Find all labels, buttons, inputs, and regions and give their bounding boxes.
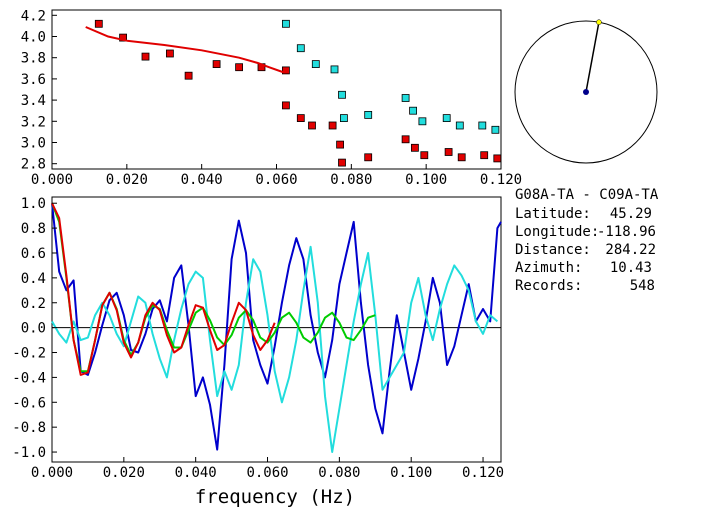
azimuth-label: Azimuth: xyxy=(515,260,582,276)
x-tick-label: 0.100 xyxy=(390,465,432,481)
records-value: 548 xyxy=(630,278,655,294)
x-tick-label: 0.040 xyxy=(181,172,223,188)
cyan-square-point xyxy=(418,117,427,126)
top-plot-marks xyxy=(85,19,502,167)
x-tick-label: 0.120 xyxy=(480,172,522,188)
longitude-label: Longitude: xyxy=(515,224,599,240)
y-tick-label: 0.4 xyxy=(21,271,46,287)
station-pair: G08A-TA - C09A-TA xyxy=(515,187,659,203)
x-tick-label: 0.120 xyxy=(462,465,504,481)
cyan-square-point xyxy=(339,114,348,122)
azimuth-value: 10.43 xyxy=(610,260,652,276)
fit-curve xyxy=(85,26,285,74)
y-tick-label: 0.0 xyxy=(21,321,46,337)
y-tick-label: 1.0 xyxy=(21,196,46,212)
red-square-point xyxy=(235,63,244,72)
red-square-point xyxy=(184,71,193,80)
y-tick-label: 3.2 xyxy=(21,114,46,130)
y-tick-label: -1.0 xyxy=(12,445,46,461)
red-square-point xyxy=(328,121,337,130)
cyan-square-point xyxy=(442,114,451,122)
bottom-plot-ticks: 0.000 0.020 0.040 0.060 0.080 0.100 0.120 1.0 0.… xyxy=(12,196,504,481)
y-tick-label: 3.4 xyxy=(21,93,46,109)
station-info: G08A-TA - C09A-TA Latitude: 45.29 Longit… xyxy=(515,187,659,294)
cyan-square-point xyxy=(330,65,339,74)
bottom-plot-marks xyxy=(51,202,502,453)
azimuth-dial xyxy=(514,19,658,164)
phase-velocity-panel: 0.000 0.020 0.040 0.060 0.080 0.100 0.120 4.2 4.… xyxy=(21,8,522,188)
dial-tip-dot xyxy=(596,19,602,25)
top-plot-ticks: 0.000 0.020 0.040 0.060 0.080 0.100 0.120 4.2 4.… xyxy=(21,8,522,188)
dial-circle xyxy=(514,20,658,164)
cyan-square-point xyxy=(491,125,500,134)
x-tick-label: 0.060 xyxy=(246,465,288,481)
records-label: Records: xyxy=(515,278,582,294)
red-square-point xyxy=(401,135,410,144)
cyan-square-point xyxy=(281,19,290,28)
red-trace xyxy=(51,202,276,376)
red-square-point xyxy=(420,151,429,160)
red-square-point xyxy=(281,101,290,110)
cyan-square-point xyxy=(401,94,410,102)
azimuth-needle xyxy=(585,22,600,93)
red-square-point xyxy=(141,52,150,61)
y-tick-label: 0.2 xyxy=(21,296,46,312)
x-tick-label: 0.080 xyxy=(330,172,372,188)
coherency-panel: 0.000 0.020 0.040 0.060 0.080 0.100 0.120 1.0 0.… xyxy=(12,196,504,508)
x-tick-label: 0.020 xyxy=(103,465,145,481)
distance-label: Distance: xyxy=(515,242,591,258)
distance-value: 284.22 xyxy=(605,242,656,258)
red-square-point xyxy=(336,140,345,149)
red-square-point xyxy=(338,158,346,167)
bottom-plot-frame xyxy=(51,196,502,463)
x-axis-label: frequency (Hz) xyxy=(195,486,355,508)
cyan-square-point xyxy=(409,106,418,115)
latitude-label: Latitude: xyxy=(515,206,591,222)
y-tick-label: 4.2 xyxy=(21,8,46,24)
red-square-point xyxy=(94,19,103,28)
red-square-point xyxy=(444,148,453,156)
red-square-point xyxy=(410,143,419,152)
x-tick-label: 0.000 xyxy=(31,172,73,188)
red-square-point xyxy=(296,114,305,122)
red-square-point xyxy=(364,153,373,162)
y-tick-label: -0.6 xyxy=(12,395,46,411)
y-tick-label: 3.0 xyxy=(21,136,46,152)
y-tick-label: -0.8 xyxy=(12,420,46,436)
y-tick-label: 3.6 xyxy=(21,72,46,88)
y-tick-label: 2.8 xyxy=(21,157,46,173)
x-tick-label: 0.100 xyxy=(405,172,447,188)
longitude-value: -118.96 xyxy=(597,224,656,240)
red-square-point xyxy=(281,66,290,75)
red-square-point xyxy=(308,121,316,130)
cyan-square-point xyxy=(296,44,305,53)
x-tick-label: 0.040 xyxy=(175,465,217,481)
red-square-point xyxy=(165,49,174,58)
dial-center-dot xyxy=(583,89,589,95)
red-square-point xyxy=(212,60,221,68)
latitude-value: 45.29 xyxy=(610,206,652,222)
x-tick-label: 0.000 xyxy=(31,465,73,481)
red-square-point xyxy=(119,33,127,42)
x-tick-label: 0.080 xyxy=(318,465,360,481)
cyan-square-point xyxy=(311,60,320,68)
y-tick-label: 0.8 xyxy=(21,221,46,237)
cyan-trace xyxy=(51,245,499,453)
cyan-square-point xyxy=(338,90,346,99)
green-trace xyxy=(51,202,376,373)
red-square-point xyxy=(480,151,489,160)
cyan-square-point xyxy=(364,111,373,119)
y-tick-label: 0.6 xyxy=(21,246,46,262)
x-tick-label: 0.020 xyxy=(106,172,148,188)
red-square-point xyxy=(493,154,502,163)
y-tick-label: -0.2 xyxy=(12,346,46,362)
red-square-point xyxy=(457,153,466,162)
y-tick-label: 3.8 xyxy=(21,51,46,67)
y-tick-label: 4.0 xyxy=(21,30,46,46)
y-tick-label: -0.4 xyxy=(12,370,46,386)
cyan-square-point xyxy=(478,121,487,130)
x-tick-label: 0.060 xyxy=(255,172,297,188)
cyan-square-point xyxy=(455,121,464,130)
